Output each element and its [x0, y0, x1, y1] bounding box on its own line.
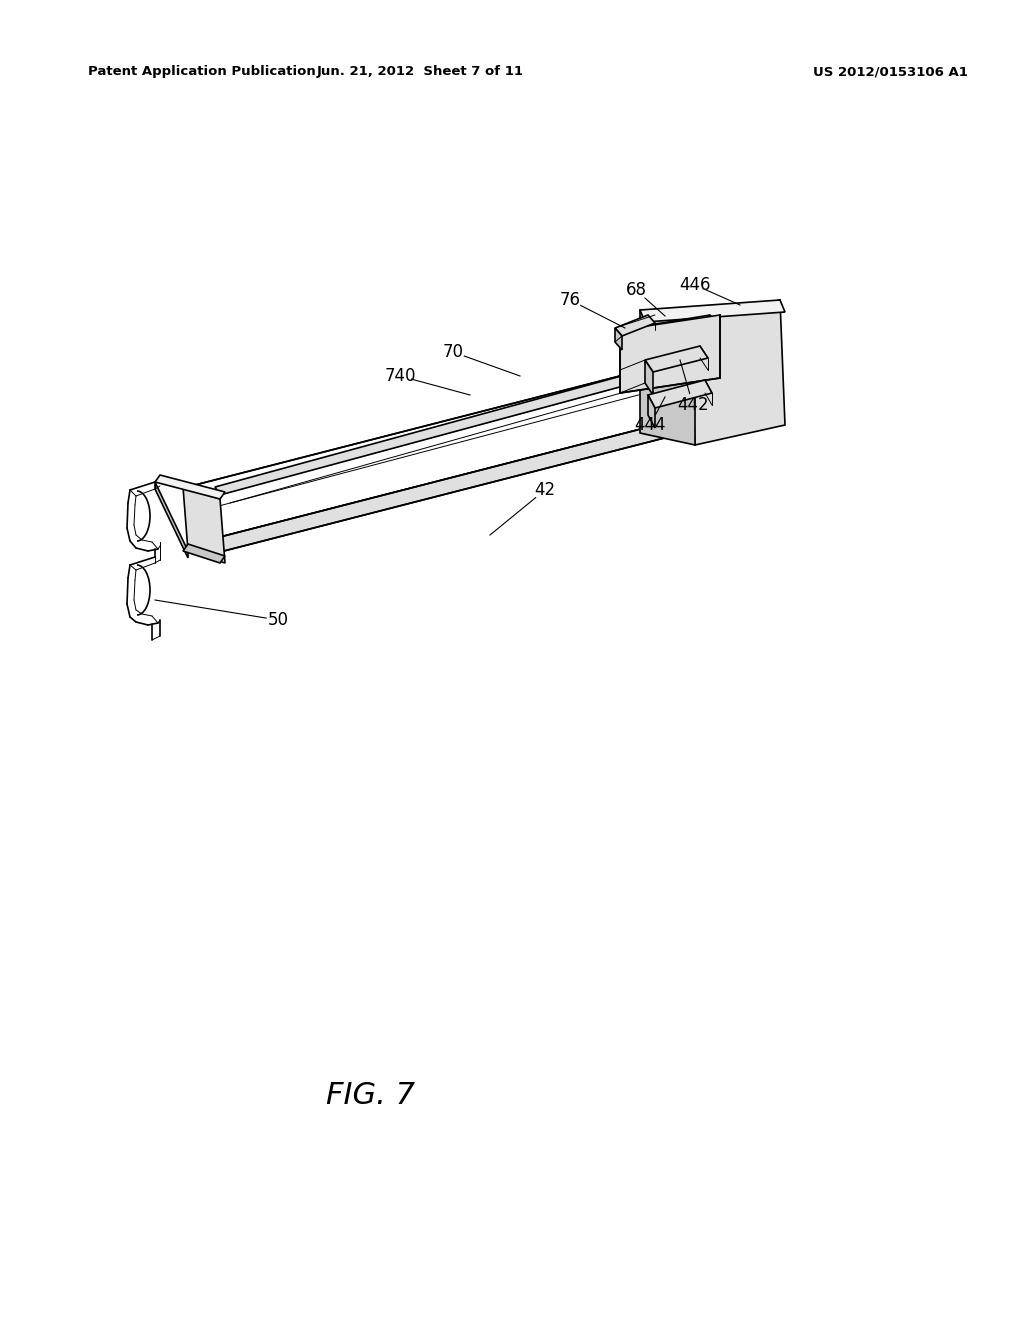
Polygon shape [615, 315, 655, 337]
Polygon shape [155, 482, 188, 558]
Text: 442: 442 [677, 396, 709, 414]
Polygon shape [155, 475, 225, 499]
Text: FIG. 7: FIG. 7 [326, 1081, 415, 1110]
Polygon shape [640, 300, 785, 322]
Polygon shape [183, 544, 225, 564]
Text: US 2012/0153106 A1: US 2012/0153106 A1 [813, 66, 968, 78]
Text: 444: 444 [634, 416, 666, 434]
Text: 76: 76 [559, 290, 581, 309]
Polygon shape [620, 315, 720, 343]
Polygon shape [640, 310, 695, 445]
Polygon shape [215, 360, 690, 495]
Text: 740: 740 [384, 367, 416, 385]
Text: Jun. 21, 2012  Sheet 7 of 11: Jun. 21, 2012 Sheet 7 of 11 [316, 66, 523, 78]
Polygon shape [690, 300, 785, 445]
Text: 42: 42 [535, 480, 556, 499]
Polygon shape [648, 395, 655, 428]
Text: Patent Application Publication: Patent Application Publication [88, 66, 315, 78]
Text: 50: 50 [267, 611, 289, 630]
Polygon shape [645, 346, 708, 372]
Text: 446: 446 [679, 276, 711, 294]
Polygon shape [183, 487, 225, 564]
Polygon shape [620, 315, 720, 393]
Polygon shape [648, 380, 712, 408]
Polygon shape [615, 327, 622, 350]
Polygon shape [645, 360, 653, 395]
Polygon shape [195, 358, 715, 537]
Text: 70: 70 [442, 343, 464, 360]
Polygon shape [220, 411, 715, 552]
Text: 68: 68 [626, 281, 646, 300]
